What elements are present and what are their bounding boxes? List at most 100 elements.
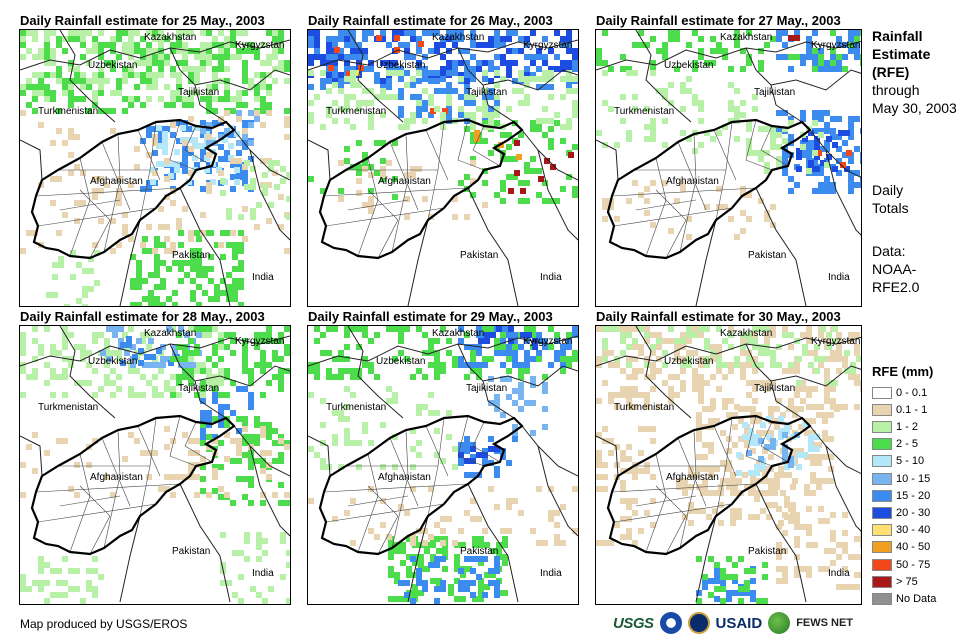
rainfall-cell xyxy=(220,178,226,184)
rainfall-cell xyxy=(400,560,406,566)
rainfall-cell xyxy=(236,48,242,54)
rainfall-cell xyxy=(728,326,734,332)
rainfall-cell xyxy=(226,230,232,236)
rainfall-cell xyxy=(238,302,244,306)
rainfall-cell xyxy=(746,332,752,338)
rainfall-cell xyxy=(762,598,768,604)
rainfall-cell xyxy=(416,60,422,66)
rainfall-cell xyxy=(392,326,398,332)
rainfall-cell xyxy=(212,36,218,42)
rainfall-cell xyxy=(146,186,152,192)
rainfall-cell xyxy=(170,438,176,444)
rainfall-cell xyxy=(110,218,116,224)
rainfall-cell xyxy=(170,200,176,206)
rainfall-cell xyxy=(716,48,722,54)
rainfall-cell xyxy=(350,94,356,100)
rainfall-cell xyxy=(272,30,278,36)
rainfall-cell xyxy=(452,356,458,362)
province-border xyxy=(389,141,419,211)
rainfall-cell xyxy=(212,434,218,440)
rainfall-cell xyxy=(38,556,44,562)
rainfall-cell xyxy=(122,30,128,36)
rainfall-cell xyxy=(760,508,766,514)
data-source: Data: NOAA- RFE2.0 xyxy=(872,242,919,296)
rainfall-cell xyxy=(542,424,548,430)
rainfall-cell xyxy=(266,428,272,434)
rainfall-cell xyxy=(662,362,668,368)
rainfall-cell xyxy=(376,35,382,41)
rainfall-cell xyxy=(638,450,644,456)
rainfall-cell xyxy=(518,362,524,368)
rainfall-cell xyxy=(638,344,644,350)
rainfall-cell xyxy=(620,368,626,374)
province-border xyxy=(472,421,501,463)
rainfall-cell xyxy=(64,304,70,306)
rainfall-cell xyxy=(716,186,722,192)
rainfall-cell xyxy=(782,572,788,578)
rainfall-cell xyxy=(220,290,226,296)
rainfall-cell xyxy=(674,338,680,344)
fews-net-logo: FEWS NET xyxy=(796,617,854,629)
rainfall-cell xyxy=(206,368,212,374)
rainfall-cell xyxy=(530,400,536,406)
rainfall-cell xyxy=(470,568,476,574)
rainfall-cell xyxy=(554,356,560,362)
rainfall-cell xyxy=(272,48,278,54)
rainfall-cell xyxy=(818,110,824,116)
rainfall-cell xyxy=(416,326,422,332)
rainfall-cell xyxy=(242,174,248,180)
rainfall-cell xyxy=(500,344,506,350)
rainfall-cell xyxy=(572,88,578,94)
rainfall-cell xyxy=(344,60,350,66)
rainfall-cell xyxy=(820,356,826,362)
rainfall-cell xyxy=(478,560,484,566)
rainfall-cell xyxy=(224,456,230,462)
rainfall-cell xyxy=(110,90,116,96)
rainfall-cell xyxy=(338,78,344,84)
map-label-kyrgyzstan: Kyrgyzstan xyxy=(811,40,860,51)
rainfall-cell xyxy=(146,60,152,66)
rainfall-cell xyxy=(548,326,554,332)
rainfall-cell xyxy=(824,548,830,554)
rainfall-cell xyxy=(146,30,152,36)
rainfall-cell xyxy=(842,542,848,548)
rainfall-cell xyxy=(494,94,500,100)
rainfall-cell xyxy=(794,392,800,398)
rainfall-cell xyxy=(802,350,808,356)
rainfall-cell xyxy=(314,42,320,48)
province-border xyxy=(635,495,697,507)
rainfall-cell xyxy=(32,84,38,90)
rainfall-cell xyxy=(602,326,608,332)
rainfall-cell xyxy=(818,518,824,524)
rainfall-cell xyxy=(464,112,470,118)
rainfall-cell xyxy=(154,260,160,266)
rainfall-cell xyxy=(860,158,861,164)
rainfall-cell xyxy=(704,204,710,210)
rainfall-cell xyxy=(356,178,362,184)
rainfall-cell xyxy=(284,350,290,356)
map-label-afghanistan: Afghanistan xyxy=(378,176,431,187)
rainfall-cell xyxy=(470,42,476,48)
rainfall-cell xyxy=(200,332,206,338)
rainfall-cell xyxy=(500,180,506,186)
rainfall-cell xyxy=(202,290,208,296)
country-border xyxy=(521,129,578,181)
legend-item: 0 - 0.1 xyxy=(872,384,927,401)
rainfall-cell xyxy=(242,128,248,134)
rainfall-cell xyxy=(824,386,830,392)
rainfall-cell xyxy=(602,204,608,210)
rainfall-cell xyxy=(128,72,134,78)
rainfall-cell xyxy=(798,406,804,412)
rainfall-cell xyxy=(428,562,434,568)
rainfall-cell xyxy=(266,84,272,90)
rainfall-cell xyxy=(478,596,484,602)
map-label-tajikistan: Tajikistan xyxy=(178,87,219,98)
rainfall-cell xyxy=(388,572,394,578)
rainfall-cell xyxy=(134,84,140,90)
rainfall-cell xyxy=(626,66,632,72)
rainfall-cell xyxy=(490,548,496,554)
rainfall-cell xyxy=(266,110,272,116)
rainfall-cell xyxy=(632,404,638,410)
rainfall-cell xyxy=(86,60,92,66)
rainfall-cell xyxy=(524,356,530,362)
